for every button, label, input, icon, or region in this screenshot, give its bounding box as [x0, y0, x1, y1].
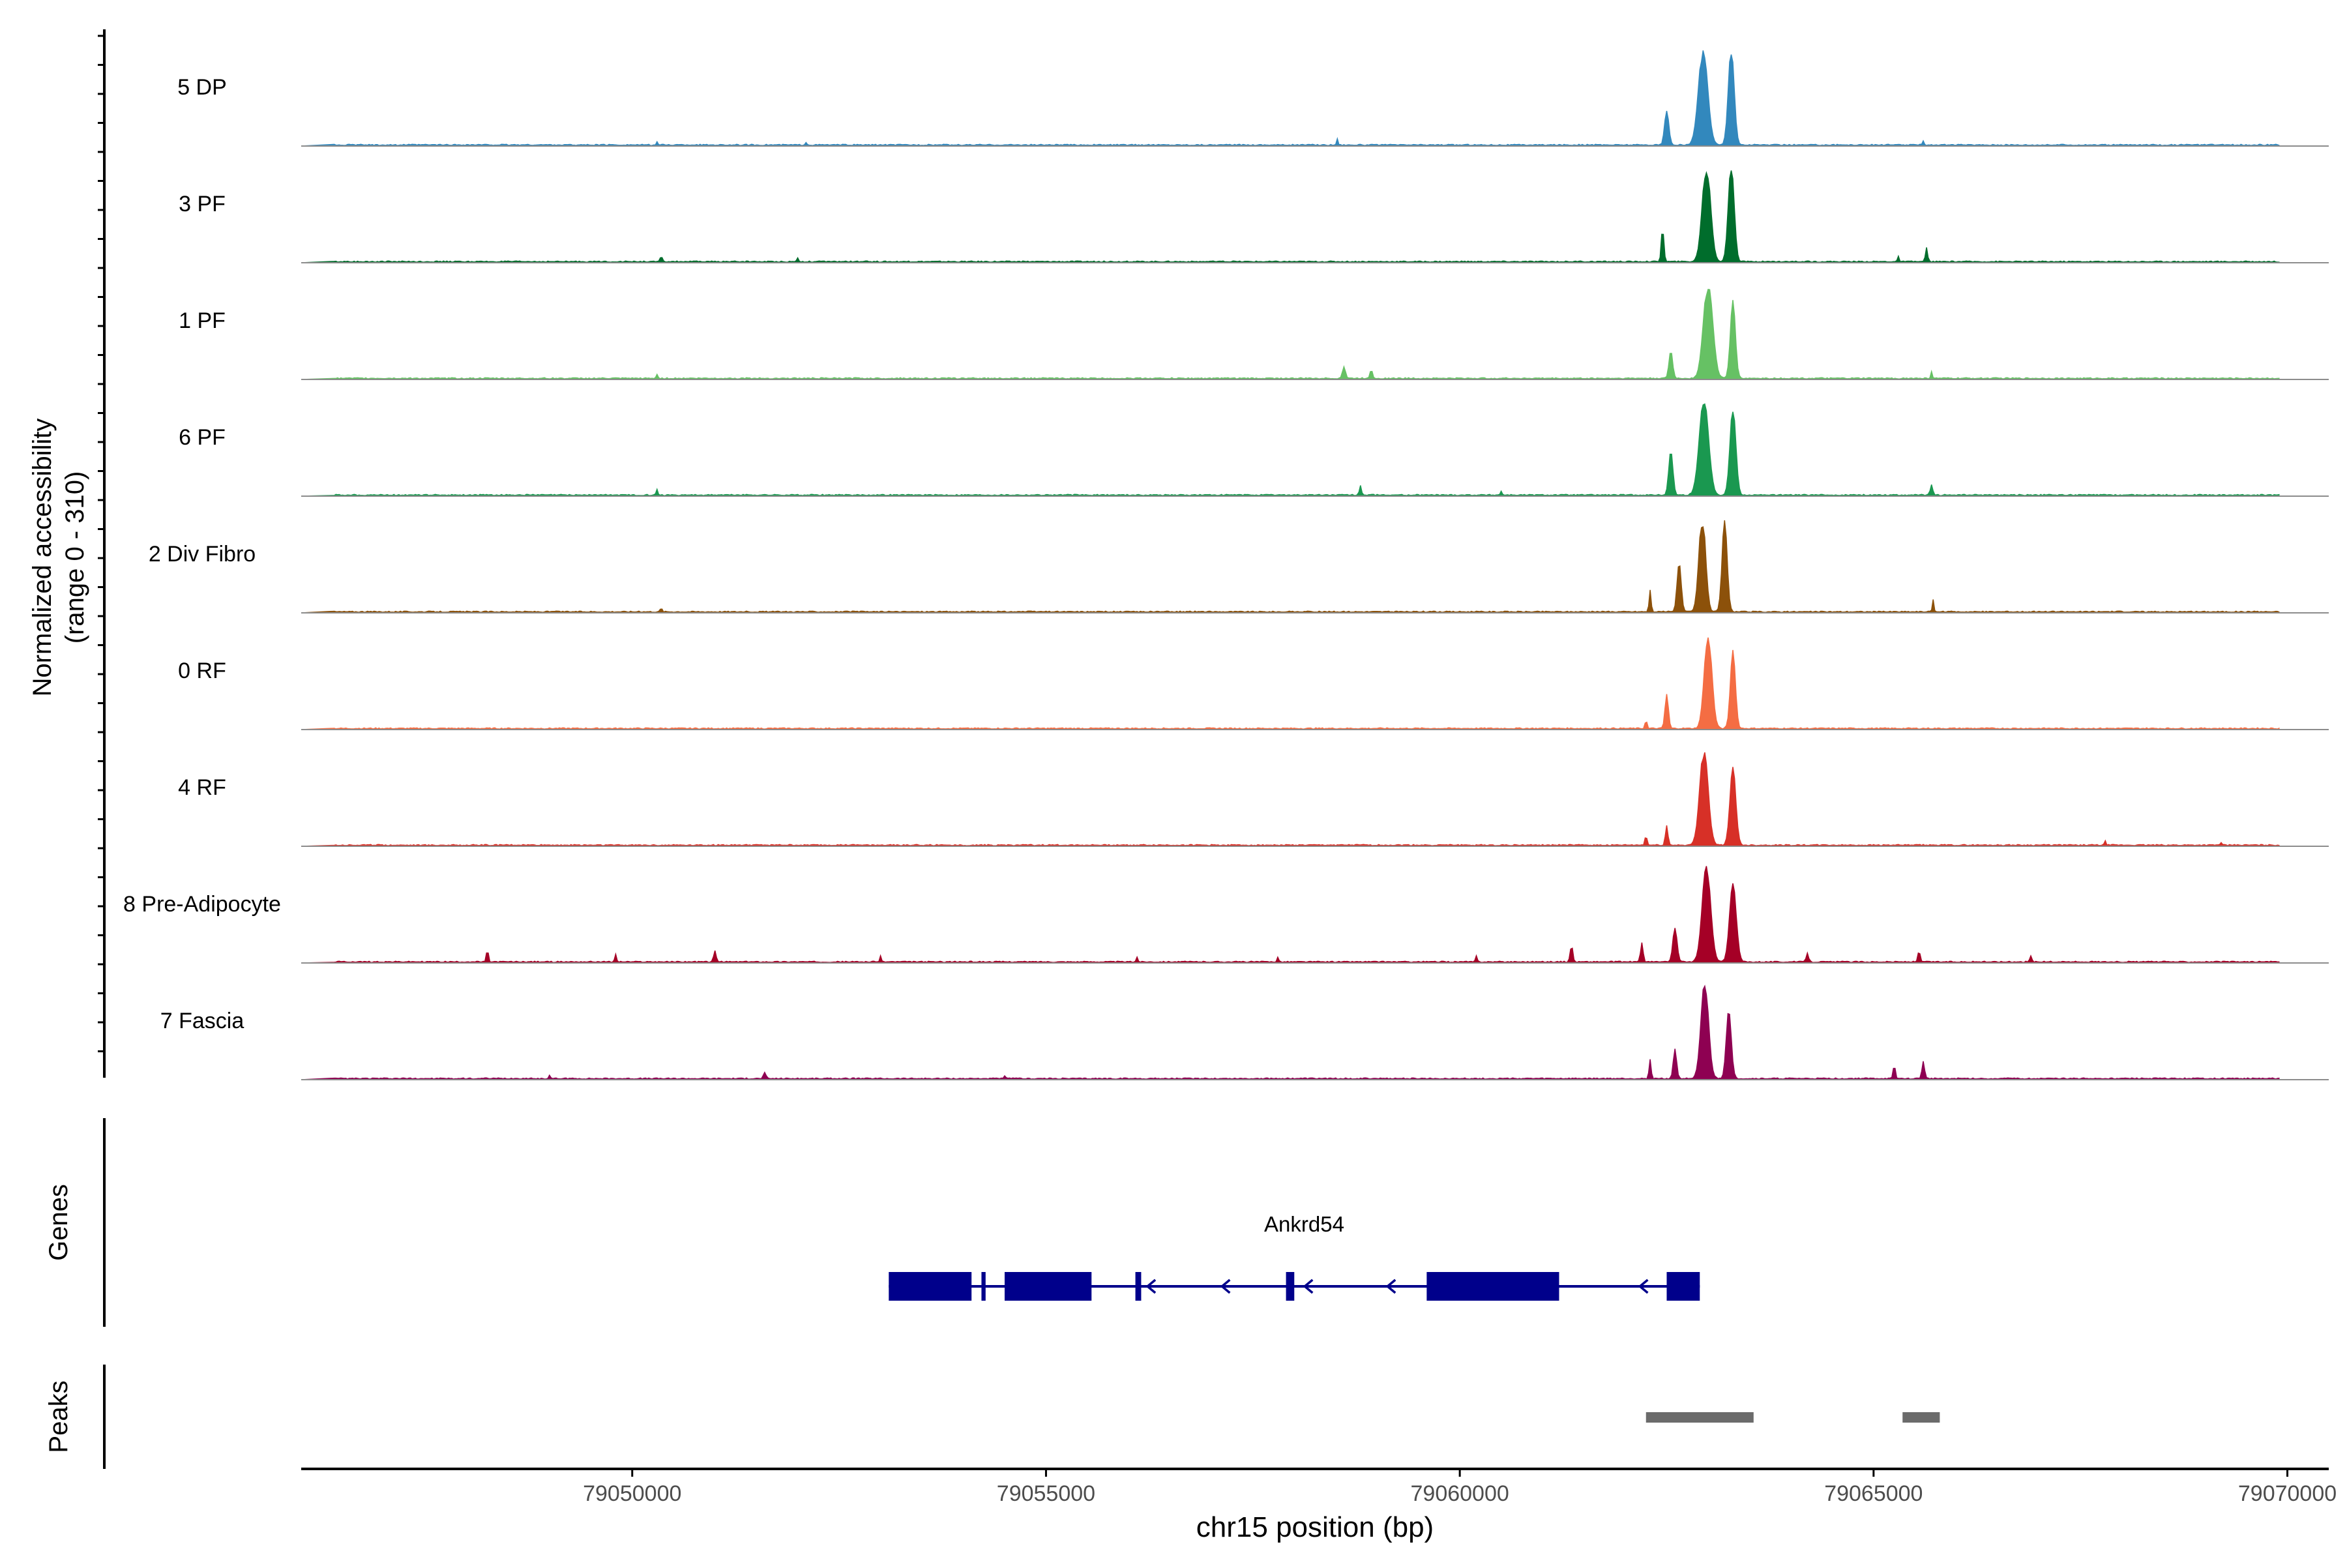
genes-panel-label: Genes: [44, 1184, 73, 1261]
track-0: 5 DP: [177, 50, 2329, 147]
strand-arrow: [1220, 1279, 1231, 1294]
gene-exon: [889, 1272, 972, 1301]
strand-arrow: [1385, 1279, 1396, 1294]
coverage-area: [301, 984, 2280, 1080]
coverage-area: [301, 637, 2280, 730]
gene-Ankrd54: Ankrd54: [889, 1212, 1700, 1301]
strand-arrow: [1638, 1279, 1649, 1294]
y-axis-label-line2: (range 0 - 310): [61, 471, 89, 644]
gene-annotations: Ankrd54: [889, 1212, 1700, 1301]
coverage-area: [301, 289, 2280, 380]
y-axis-label-line1: Normalized accessibility: [28, 419, 57, 697]
track-label: 7 Fascia: [160, 1009, 244, 1033]
gene-exon: [1135, 1272, 1142, 1301]
coverage-tracks: 5 DP 3 PF 1 PF 6 PF 2 Div Fibro 0 RF 4 RF 8 Pre…: [123, 50, 2329, 1080]
peak-region-bar: [1902, 1412, 1940, 1423]
track-label: 5 DP: [177, 75, 227, 100]
gene-exon: [1666, 1272, 1700, 1301]
peaks-panel-label: Peaks: [44, 1380, 73, 1453]
gene-exon: [1426, 1272, 1559, 1301]
track-6: 4 RF: [178, 752, 2329, 847]
strand-arrow: [1303, 1279, 1314, 1294]
coverage-area: [301, 50, 2280, 147]
x-tick-label: 79050000: [583, 1481, 681, 1506]
track-4: 2 Div Fibro: [149, 520, 2329, 614]
track-label: 0 RF: [178, 658, 226, 683]
track-label: 4 RF: [178, 775, 226, 800]
track-label: 3 PF: [179, 192, 226, 216]
coverage-area: [301, 520, 2280, 614]
coverage-area: [301, 403, 2280, 497]
gene-exon: [1004, 1272, 1092, 1301]
strand-arrow: [959, 1279, 970, 1294]
x-axis-title: chr15 position (bp): [1196, 1511, 1434, 1543]
peak-regions: [1646, 1412, 1940, 1423]
x-tick-label: 79065000: [1824, 1481, 1923, 1506]
x-tick-label: 79055000: [997, 1481, 1095, 1506]
strand-arrow: [1145, 1279, 1157, 1294]
x-tick-label: 79070000: [2238, 1481, 2337, 1506]
x-axis-ticks: 79050000 79055000 79060000 79065000 79070000: [583, 1469, 2337, 1506]
coverage-y-ticks: [98, 35, 104, 1052]
track-1: 3 PF: [179, 170, 2329, 263]
track-label: 1 PF: [179, 308, 226, 333]
coverage-area: [301, 752, 2280, 847]
x-tick-label: 79060000: [1411, 1481, 1509, 1506]
gene-exon: [1286, 1272, 1295, 1301]
track-2: 1 PF: [179, 289, 2329, 380]
track-8: 7 Fascia: [160, 984, 2329, 1080]
gene-exon: [981, 1272, 986, 1301]
track-7: 8 Pre-Adipocyte: [123, 866, 2329, 964]
track-5: 0 RF: [178, 637, 2329, 730]
track-label: 6 PF: [179, 425, 226, 450]
coverage-area: [301, 866, 2280, 964]
track-label: 2 Div Fibro: [149, 542, 256, 567]
peak-region-bar: [1646, 1412, 1754, 1423]
track-3: 6 PF: [179, 403, 2329, 497]
gene-name-label: Ankrd54: [1264, 1212, 1344, 1236]
coverage-area: [301, 170, 2280, 263]
track-label: 8 Pre-Adipocyte: [123, 892, 281, 917]
